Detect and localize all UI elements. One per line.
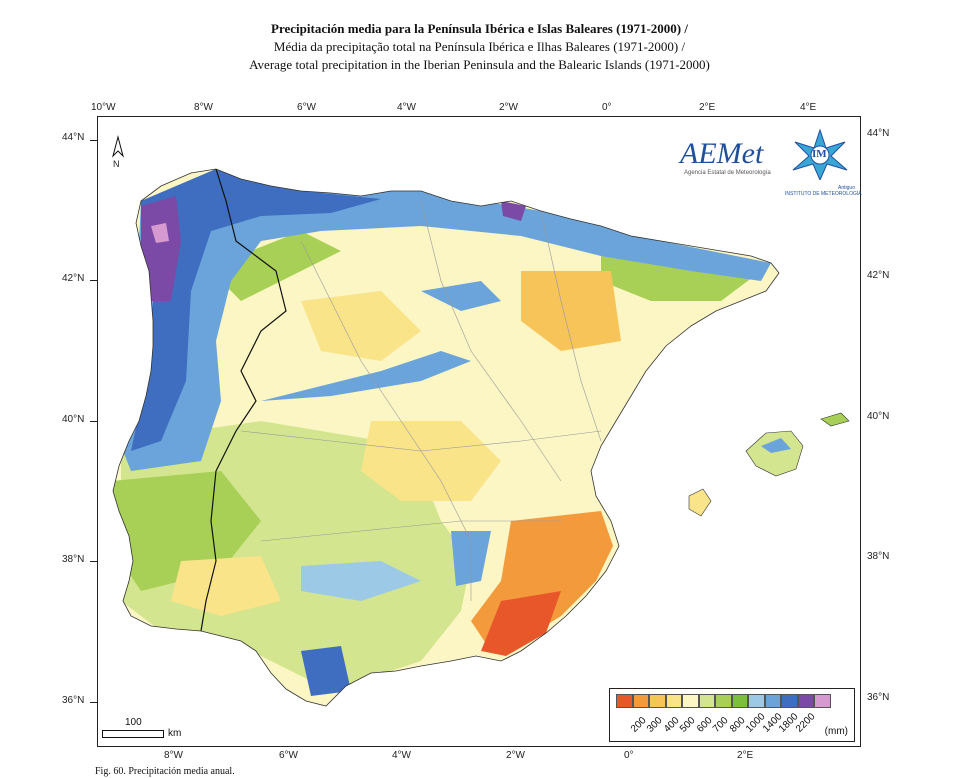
scale-unit: km — [168, 728, 182, 739]
legend-swatch — [814, 694, 831, 708]
legend-swatch — [616, 694, 633, 708]
scale-bar — [102, 730, 164, 738]
legend-swatch — [682, 694, 699, 708]
legend-swatch — [649, 694, 666, 708]
legend-swatch — [698, 694, 715, 708]
bottom-lon-label: 2°W — [506, 750, 525, 761]
menorca — [820, 412, 850, 427]
legend-label: 300 — [645, 715, 665, 735]
left-lat-label: 44°N — [62, 132, 85, 143]
precipitation-legend: 200 300 400 500 600 700 800 1000 1400 1800 2200 (m… — [609, 688, 855, 742]
scale-value: 100 — [125, 717, 142, 728]
bottom-lon-label: 2°E — [737, 750, 754, 761]
title-line-2: Média da precipitação total na Península… — [273, 39, 686, 54]
bottom-lon-label: 0° — [624, 750, 634, 761]
aemet-wordmark: AEMet — [680, 137, 764, 170]
legend-swatch — [715, 694, 732, 708]
right-lat-label: 44°N — [867, 128, 890, 139]
legend-swatch — [632, 694, 649, 708]
title-line-3: Average total precipitation in the Iberi… — [249, 57, 710, 72]
legend-label: 700 — [711, 715, 731, 735]
bottom-lon-label: 8°W — [164, 750, 183, 761]
right-lat-label: 42°N — [867, 270, 890, 281]
figure-caption: Fig. 60. Precipitación media anual. — [95, 766, 235, 777]
legend-unit: (mm) — [824, 726, 848, 737]
right-lat-label: 38°N — [867, 551, 890, 562]
frame-tick — [90, 561, 98, 562]
legend-swatch — [748, 694, 765, 708]
map-frame: N — [97, 116, 861, 747]
bottom-lon-label: 4°W — [392, 750, 411, 761]
left-lat-label: 40°N — [62, 414, 85, 425]
inm-letters: IM — [812, 148, 827, 160]
top-lon-label: 2°E — [699, 102, 716, 113]
top-lon-label: 8°W — [194, 102, 213, 113]
right-lat-label: 40°N — [867, 411, 890, 422]
north-label: N — [113, 159, 120, 169]
legend-label: 500 — [678, 715, 698, 735]
top-lon-label: 6°W — [297, 102, 316, 113]
inm-subtitle-1: Antiguo — [838, 185, 855, 191]
left-lat-label: 42°N — [62, 273, 85, 284]
inm-logo: IM Antiguo INSTITUTO DE METEOROLOGÍA — [785, 128, 862, 203]
legend-swatch — [665, 694, 682, 708]
frame-tick — [90, 140, 98, 141]
aemet-subtitle: Agencia Estatal de Meteorología — [684, 170, 771, 176]
legend-swatch — [797, 694, 814, 708]
frame-tick — [90, 421, 98, 422]
bottom-lon-label: 6°W — [279, 750, 298, 761]
legend-swatch — [731, 694, 748, 708]
top-lon-label: 10°W — [91, 102, 116, 113]
title-line-1: Precipitación media para la Península Ib… — [271, 21, 688, 36]
ibiza — [688, 488, 712, 517]
frame-tick — [90, 702, 98, 703]
top-lon-label: 4°E — [800, 102, 817, 113]
precipitation-map — [98, 117, 860, 746]
left-lat-label: 36°N — [62, 695, 85, 706]
legend-swatch — [764, 694, 781, 708]
top-lon-label: 2°W — [499, 102, 518, 113]
right-lat-label: 36°N — [867, 692, 890, 703]
north-arrow-icon — [112, 135, 124, 158]
top-lon-label: 4°W — [397, 102, 416, 113]
aemet-logo: AEMet Agencia Estatal de Meteorología — [680, 138, 780, 188]
legend-swatch — [781, 694, 798, 708]
inm-subtitle-2: INSTITUTO DE METEOROLOGÍA — [785, 191, 862, 197]
left-lat-label: 38°N — [62, 554, 85, 565]
mallorca — [745, 430, 804, 477]
frame-tick — [90, 280, 98, 281]
top-lon-label: 0° — [602, 102, 612, 113]
